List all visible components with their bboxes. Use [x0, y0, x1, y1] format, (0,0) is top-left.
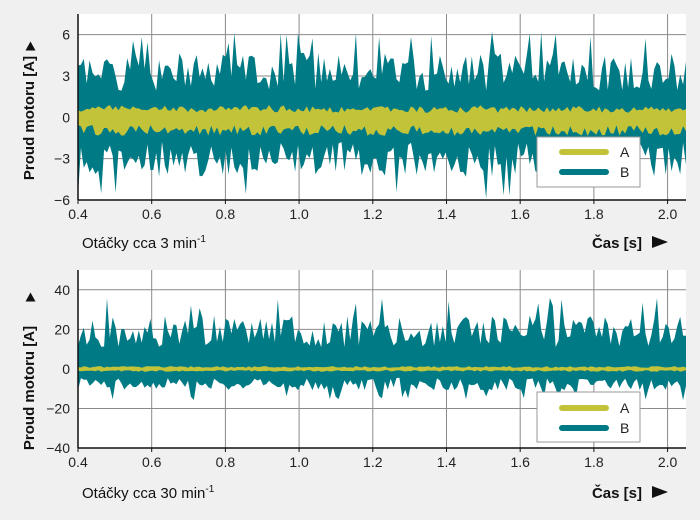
chart-panel-top: −6 −3 0 3 6 0.4 0.6 0.8 1.0 1.2 1.4 1.6 1.8 2.0 Prou… — [21, 14, 686, 252]
x-axis-label: Čas [s] — [592, 234, 642, 252]
x-tick-label: 1.8 — [584, 454, 604, 470]
legend-label-b: B — [620, 164, 629, 180]
y-axis-label: Proud motoru [A] — [21, 56, 38, 180]
x-axis-arrow-icon — [652, 486, 668, 498]
speed-caption: Otáčky cca 30 min-1 — [82, 484, 215, 502]
legend-label-a: A — [620, 144, 630, 160]
x-tick-label: 0.6 — [142, 206, 162, 222]
x-tick-label: 0.4 — [68, 454, 88, 470]
legend-label-b: B — [620, 420, 629, 436]
x-tick-label: 1.0 — [289, 454, 309, 470]
x-tick-label: 0.6 — [142, 454, 162, 470]
x-tick-label: 0.8 — [216, 206, 236, 222]
series-a-area — [78, 105, 686, 136]
y-tick-labels: −6 −3 0 3 6 — [54, 27, 70, 208]
legend-label-a: A — [620, 400, 630, 416]
x-tick-label: 1.8 — [584, 206, 604, 222]
y-tick-label: 6 — [62, 27, 70, 43]
y-tick-label: 0 — [62, 361, 70, 377]
x-tick-label: 1.6 — [510, 206, 530, 222]
legend: A B — [536, 391, 641, 443]
series-a-area — [78, 366, 686, 372]
axes — [77, 270, 686, 452]
y-tick-labels: −40 −20 0 20 40 — [46, 282, 70, 456]
y-tick-label: −40 — [46, 440, 70, 456]
axes — [77, 14, 686, 204]
speed-caption: Otáčky cca 3 min-1 — [82, 234, 206, 252]
y-tick-label: 20 — [54, 321, 70, 337]
y-axis-label: Proud motoru [A] — [21, 326, 38, 450]
legend-box — [536, 136, 641, 188]
y-tick-label: 3 — [62, 68, 70, 84]
legend-box — [536, 391, 641, 443]
x-tick-label: 1.2 — [363, 206, 383, 222]
y-tick-label: −3 — [54, 151, 70, 167]
x-tick-labels: 0.4 0.6 0.8 1.0 1.2 1.4 1.6 1.8 2.0 — [68, 454, 677, 470]
x-tick-label: 0.4 — [68, 206, 88, 222]
series-layer — [78, 31, 686, 199]
x-tick-label: 1.4 — [437, 454, 457, 470]
y-tick-label: −6 — [54, 192, 70, 208]
x-tick-labels: 0.4 0.6 0.8 1.0 1.2 1.4 1.6 1.8 2.0 — [68, 206, 677, 222]
y-tick-label: 40 — [54, 282, 70, 298]
x-tick-label: 1.0 — [289, 206, 309, 222]
y-tick-label: 0 — [62, 109, 70, 125]
y-axis-arrow-icon — [25, 292, 36, 302]
x-tick-label: 1.6 — [510, 454, 530, 470]
legend: A B — [536, 136, 641, 188]
x-tick-label: 1.4 — [437, 206, 457, 222]
x-tick-label: 1.2 — [363, 454, 383, 470]
x-axis-arrow-icon — [652, 236, 668, 248]
y-tick-label: −20 — [46, 400, 70, 416]
x-tick-label: 0.8 — [216, 454, 236, 470]
y-axis-arrow-icon — [25, 41, 36, 51]
x-axis-label: Čas [s] — [592, 484, 642, 502]
x-tick-label: 2.0 — [658, 454, 678, 470]
series-b-area — [78, 297, 686, 401]
x-tick-label: 2.0 — [658, 206, 678, 222]
series-layer — [78, 297, 686, 401]
